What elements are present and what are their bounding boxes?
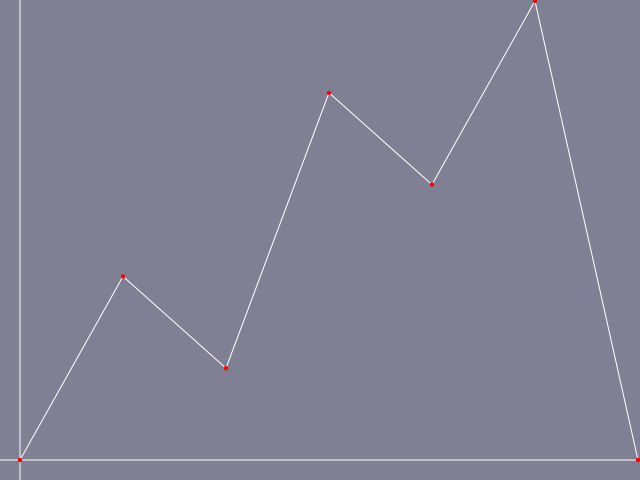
series-layer bbox=[19, 0, 639, 461]
markers-layer bbox=[17, 0, 640, 463]
data-point bbox=[326, 90, 332, 96]
data-point bbox=[429, 182, 435, 187]
data-point bbox=[223, 366, 229, 371]
data-point bbox=[120, 274, 126, 279]
data-point bbox=[17, 457, 23, 463]
series-line-segment bbox=[19, 276, 124, 461]
data-point bbox=[635, 457, 640, 463]
data-point bbox=[532, 0, 538, 4]
series-line-segment bbox=[328, 92, 433, 185]
series-line-segment bbox=[225, 92, 330, 369]
series-line-segment bbox=[431, 0, 536, 185]
series-line-segment bbox=[534, 0, 639, 461]
series-line-segment bbox=[122, 276, 227, 369]
